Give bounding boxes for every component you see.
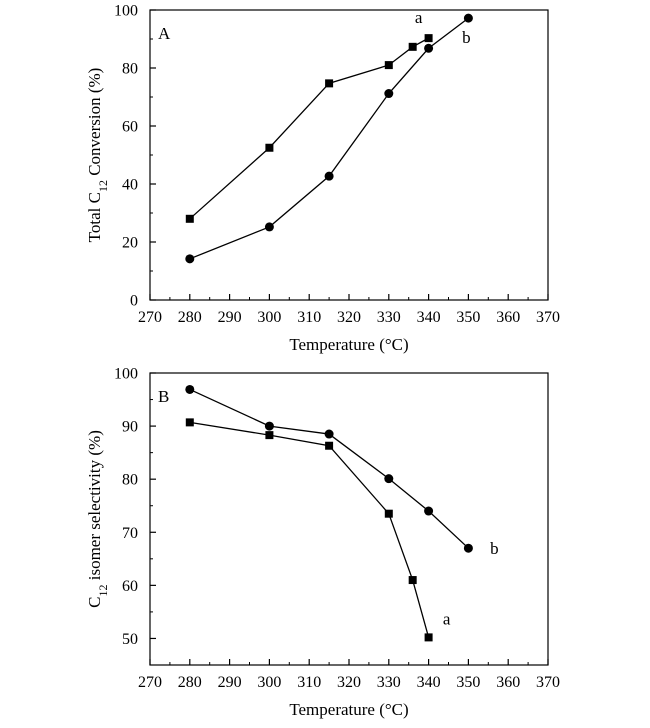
circle-point bbox=[185, 384, 195, 394]
x-tick-label: 290 bbox=[218, 674, 242, 691]
plot-frame bbox=[149, 9, 549, 301]
square-point bbox=[265, 143, 274, 152]
series-a: a bbox=[185, 418, 451, 642]
x-tick-label: 360 bbox=[496, 674, 520, 691]
panel-label: B bbox=[158, 387, 169, 406]
square-point bbox=[384, 61, 393, 70]
circle-point bbox=[424, 43, 434, 53]
series-b: b bbox=[185, 13, 473, 264]
square-point bbox=[325, 79, 334, 88]
circle-point bbox=[463, 13, 473, 23]
circle-point bbox=[384, 89, 394, 99]
x-tick-label: 300 bbox=[257, 674, 281, 691]
x-tick-label: 310 bbox=[297, 674, 321, 691]
series-label: b bbox=[490, 539, 499, 558]
y-tick-label: 100 bbox=[114, 366, 138, 383]
x-tick-label: 300 bbox=[257, 309, 281, 326]
y-tick-label: 50 bbox=[122, 631, 138, 648]
y-axis-title-subscript: 12 bbox=[96, 180, 110, 192]
x-tick-label: 290 bbox=[218, 309, 242, 326]
series-line bbox=[189, 421, 430, 638]
x-tick-label: 350 bbox=[456, 309, 480, 326]
x-tick-label: 270 bbox=[138, 674, 162, 691]
series-label: a bbox=[415, 8, 423, 27]
circle-point bbox=[185, 254, 195, 264]
panel-a: 270 280 290 300 310 320 330 340 350 360 370 0 20 40 60… bbox=[85, 3, 560, 355]
x-tick-label: 350 bbox=[456, 674, 480, 691]
y-axis-title-part: Conversion (%) bbox=[85, 68, 104, 180]
y-tick-label: 80 bbox=[122, 61, 138, 78]
square-point bbox=[408, 576, 417, 585]
y-axis-title: Total C12 Conversion (%) bbox=[85, 68, 110, 243]
y-axis-title: C12 isomer selectivity (%) bbox=[85, 430, 110, 608]
circle-point bbox=[324, 171, 334, 181]
x-tick-label: 370 bbox=[536, 309, 560, 326]
square-point bbox=[424, 34, 433, 43]
panel-label: A bbox=[158, 24, 171, 43]
square-point bbox=[424, 633, 433, 642]
series-line bbox=[189, 17, 469, 260]
y-tick-label: 70 bbox=[122, 525, 138, 542]
circle-point bbox=[324, 429, 334, 439]
x-tick-label: 320 bbox=[337, 309, 361, 326]
circle-point bbox=[264, 222, 274, 232]
y-tick-label: 0 bbox=[130, 293, 138, 310]
circle-point bbox=[424, 506, 434, 516]
x-tick-label: 340 bbox=[417, 674, 441, 691]
x-axis-title: Temperature (°C) bbox=[289, 700, 408, 719]
series-a: a bbox=[185, 8, 433, 223]
y-axis-title-subscript: 12 bbox=[96, 585, 110, 597]
y-tick-label: 90 bbox=[122, 419, 138, 436]
series-label: a bbox=[443, 609, 451, 628]
series-b: b bbox=[185, 384, 499, 558]
y-tick-label: 60 bbox=[122, 119, 138, 136]
x-tick-label: 330 bbox=[377, 309, 401, 326]
series-line bbox=[189, 388, 469, 549]
x-tick-label: 310 bbox=[297, 309, 321, 326]
y-tick-label: 80 bbox=[122, 472, 138, 489]
square-point bbox=[265, 431, 274, 440]
x-axis-title: Temperature (°C) bbox=[289, 335, 408, 354]
x-tick-label: 280 bbox=[178, 309, 202, 326]
y-axis-title-part: C bbox=[85, 597, 104, 608]
x-tick-label: 270 bbox=[138, 309, 162, 326]
y-axis-title-part: isomer selectivity (%) bbox=[85, 430, 104, 584]
circle-point bbox=[264, 421, 274, 431]
y-tick-label: 100 bbox=[114, 3, 138, 20]
y-tick-label: 60 bbox=[122, 578, 138, 595]
x-tick-label: 330 bbox=[377, 674, 401, 691]
square-point bbox=[325, 441, 334, 450]
square-point bbox=[185, 418, 194, 427]
y-tick-label: 40 bbox=[122, 177, 138, 194]
series-label: b bbox=[462, 28, 471, 47]
plot-frame bbox=[149, 372, 549, 666]
x-tick-label: 370 bbox=[536, 674, 560, 691]
square-point bbox=[185, 214, 194, 223]
x-tick-label: 340 bbox=[417, 309, 441, 326]
x-tick-label: 320 bbox=[337, 674, 361, 691]
x-tick-label: 360 bbox=[496, 309, 520, 326]
panel-b: 270 280 290 300 310 320 330 340 350 360 370 50 60 70 8… bbox=[85, 366, 560, 720]
circle-point bbox=[384, 474, 394, 484]
square-point bbox=[384, 509, 393, 518]
y-tick-label: 20 bbox=[122, 235, 138, 252]
square-point bbox=[408, 42, 417, 51]
x-tick-label: 280 bbox=[178, 674, 202, 691]
y-axis-title-part: Total C bbox=[85, 192, 104, 242]
circle-point bbox=[463, 543, 473, 553]
